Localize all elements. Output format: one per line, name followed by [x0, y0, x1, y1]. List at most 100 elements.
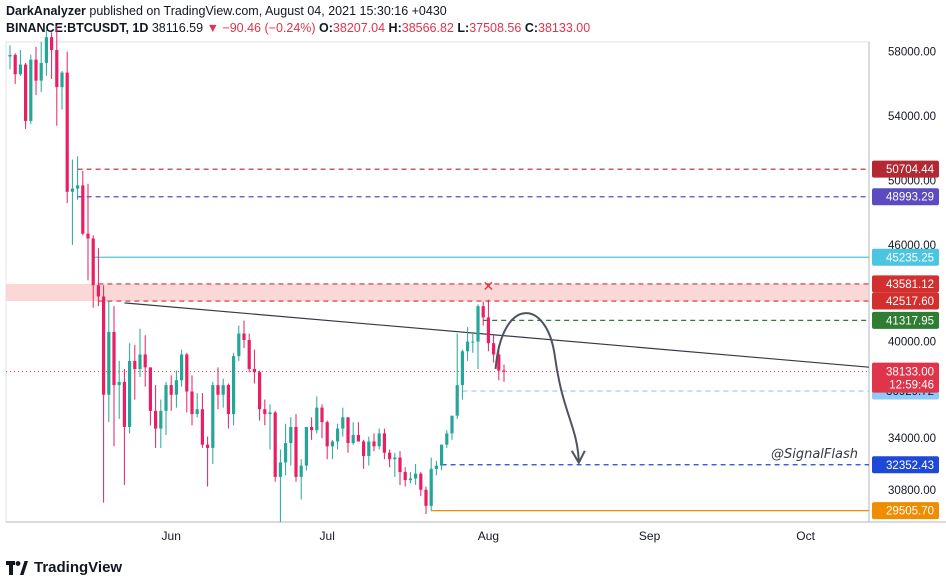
candle-body: [34, 59, 38, 81]
candle-body: [315, 407, 319, 431]
candle-body: [164, 385, 168, 411]
candle-body: [133, 360, 137, 369]
candle-body: [8, 54, 12, 57]
candle-body: [284, 443, 288, 463]
price-tag: [872, 248, 939, 266]
symbol-label[interactable]: BINANCE:BTCUSDT, 1D: [6, 21, 149, 35]
y-tick-label: 34000.00: [888, 433, 936, 445]
close-value: 38133.00: [538, 21, 591, 35]
candle-body: [221, 385, 225, 395]
low-value: 37508.56: [469, 21, 522, 35]
candle-body: [65, 72, 69, 192]
x-tick-label: Sep: [639, 529, 661, 543]
candle-body: [362, 441, 366, 456]
candle-body: [102, 296, 106, 395]
author-name[interactable]: DarkAnalyzer: [6, 4, 86, 18]
candle-body: [96, 285, 100, 297]
y-tick-label: 54000.00: [888, 111, 936, 123]
candle-body: [304, 426, 308, 466]
candle-body: [206, 444, 210, 448]
candle-body: [128, 360, 132, 427]
candle-body: [216, 385, 220, 395]
candle-body: [320, 407, 324, 423]
candle-body: [341, 417, 345, 429]
candle-body: [195, 409, 199, 415]
price-tag-label: 45235.25: [886, 252, 934, 264]
candle-body: [471, 341, 475, 343]
candle-body: [445, 433, 449, 445]
candle-body: [481, 306, 485, 318]
price-tag-label: 50704.44: [886, 164, 935, 176]
last-price: 38116.59: [151, 21, 204, 35]
current-price-label: 38133.00: [886, 367, 934, 379]
price-tag-label: 43581.12: [886, 279, 934, 291]
candle-body: [388, 452, 392, 460]
open-label: O:: [319, 21, 333, 35]
high-value: 38566.82: [401, 21, 454, 35]
candle-body: [299, 465, 303, 477]
candle-body: [403, 472, 407, 481]
candle-body: [122, 381, 126, 427]
tradingview-logo[interactable]: TradingView: [6, 559, 122, 576]
candle-body: [174, 380, 178, 395]
candle-body: [346, 417, 350, 444]
candle-body: [242, 333, 246, 340]
candle-body: [252, 368, 256, 373]
candle-body: [408, 478, 412, 481]
down-arrow-icon: ▼: [206, 21, 219, 35]
ohlc-line: BINANCE:BTCUSDT, 1D 38116.59 ▼ −90.46 (−…: [6, 21, 590, 35]
publish-line: DarkAnalyzer published on TradingView.co…: [6, 4, 447, 18]
candle-body: [148, 367, 152, 411]
candle-body: [414, 473, 418, 479]
x-tick-label: Jun: [162, 529, 181, 543]
x-tick-label: Oct: [796, 529, 815, 543]
candle-body: [76, 185, 80, 189]
price-tag-label: 48993.29: [886, 192, 934, 204]
candle-body: [107, 331, 111, 395]
candle-body: [211, 385, 215, 448]
y-tick-label: 50000.00: [888, 176, 936, 188]
candle-body: [372, 441, 376, 447]
candle-body: [117, 381, 121, 386]
candle-body: [39, 62, 43, 81]
resistance-zone: [6, 283, 869, 302]
high-label: H:: [388, 21, 402, 35]
candle-body: [486, 317, 490, 344]
price-tag-label: 42517.60: [886, 296, 934, 308]
y-tick-label: 58000.00: [888, 47, 936, 59]
candle-body: [502, 370, 506, 372]
publish-info: published on TradingView.com, August 04,…: [89, 4, 447, 18]
candle-body: [356, 435, 360, 442]
price-tag: [872, 502, 939, 520]
price-tag-label: 41317.95: [886, 315, 934, 327]
candle-body: [476, 306, 480, 342]
candle-body: [86, 233, 90, 239]
countdown-label: 12:59:46: [889, 380, 934, 392]
projection-arrowhead: [570, 450, 586, 465]
price-change: −90.46 (−0.24%): [222, 21, 316, 35]
signalflash-watermark: @SignalFlash: [771, 447, 858, 462]
candle-body: [398, 457, 402, 473]
projection-arrow: [494, 312, 580, 461]
y-tick-label: 40000.00: [888, 337, 936, 349]
candle-body: [55, 50, 59, 88]
candle-body: [440, 444, 444, 466]
candle-body: [455, 385, 459, 416]
open-value: 38207.04: [332, 21, 386, 35]
price-tag-label: 32352.43: [886, 460, 934, 472]
candle-body: [81, 185, 85, 234]
candle-body: [232, 356, 236, 415]
price-tag: [872, 292, 939, 310]
candle-body: [169, 385, 173, 395]
candle-body: [273, 412, 277, 477]
trendline: [124, 302, 870, 368]
candle-body: [44, 37, 48, 63]
candle-body: [434, 465, 438, 469]
candle-body: [492, 343, 496, 355]
x-tick-label: Aug: [478, 529, 499, 543]
candle-body: [289, 426, 293, 444]
candle-body: [185, 354, 189, 392]
candle-body: [263, 409, 267, 415]
candle-body: [60, 72, 64, 88]
